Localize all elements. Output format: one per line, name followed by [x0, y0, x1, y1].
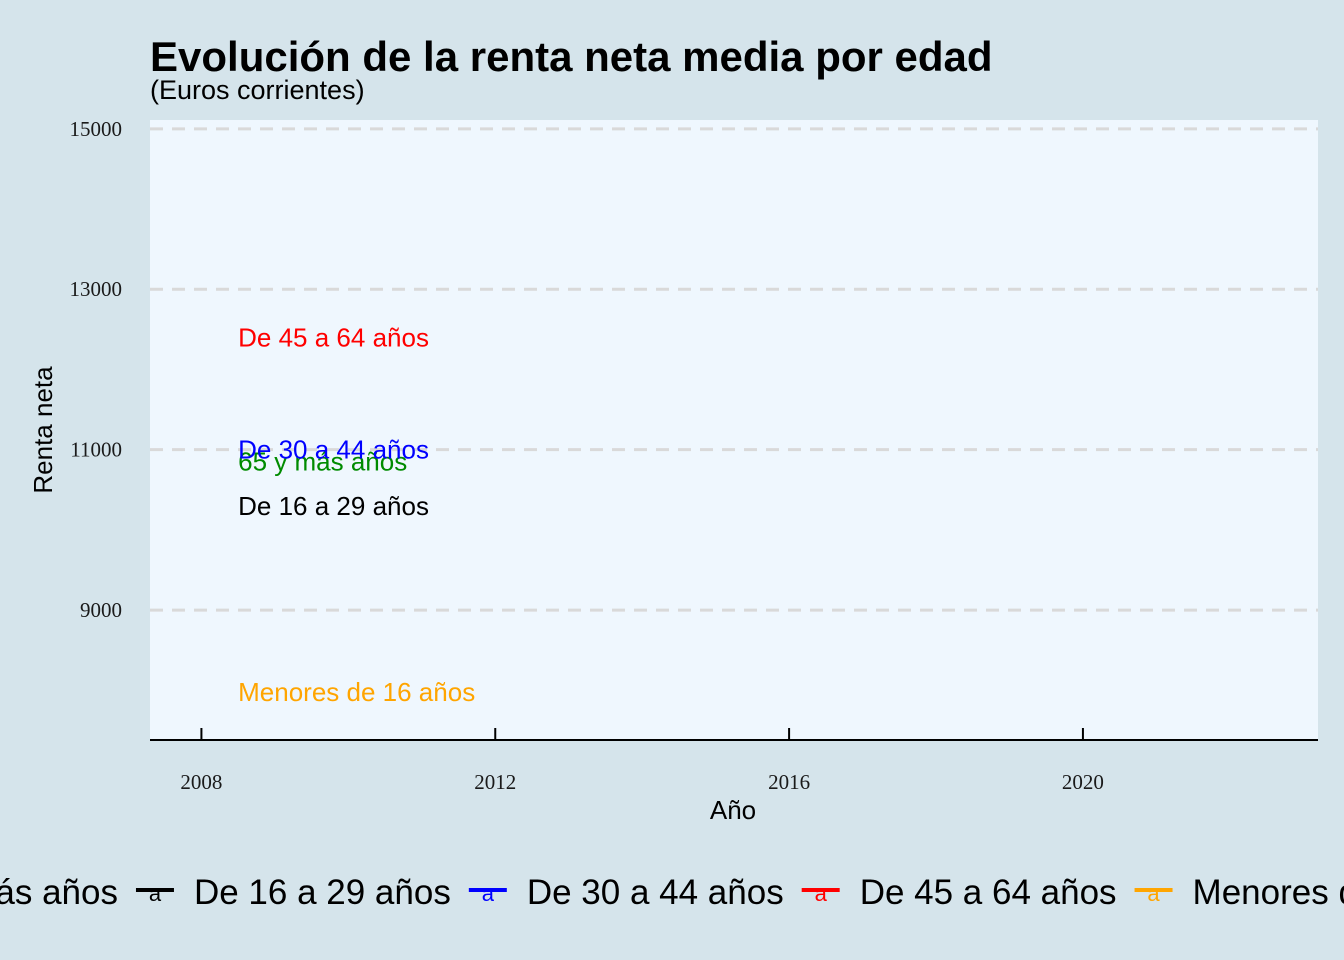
- legend-item: a65 y más años: [0, 873, 118, 912]
- series-labels: 65 y más años De 16 a 29 años De 30 a 44 a…: [238, 322, 475, 707]
- legend-label: De 16 a 29 años: [194, 873, 451, 912]
- legend-key-glyph: a: [482, 881, 495, 906]
- legend-item: a De 30 a 44 años: [468, 873, 784, 912]
- legend-item: a De 45 a 64 años: [801, 873, 1117, 912]
- x-tick-label: 2012: [474, 770, 516, 794]
- series-label: 65 y más años: [238, 447, 407, 477]
- series-label: De 30 a 44 años: [238, 435, 429, 465]
- chart-title: Evolución de la renta neta media por eda…: [150, 33, 993, 80]
- legend-label: De 30 a 44 años: [527, 873, 784, 912]
- series-label: Menores de 16 años: [238, 677, 475, 707]
- legend-key-glyph: a: [815, 881, 828, 906]
- y-tick-label: 15000: [70, 117, 123, 141]
- series-label: De 45 a 64 años: [238, 322, 429, 352]
- x-tick-label: 2020: [1062, 770, 1104, 794]
- y-tick-label: 11000: [70, 438, 122, 462]
- legend-item: a Menores de 16 años: [1134, 873, 1344, 912]
- legend-item: a De 16 a 29 años: [135, 873, 451, 912]
- legend-label: 65 y más años: [0, 873, 118, 912]
- legend-label: Menores de 16 años: [1193, 873, 1344, 912]
- chart-subtitle: (Euros corrientes): [150, 75, 365, 105]
- y-axis-title: Renta neta: [28, 366, 58, 494]
- x-axis-title: Año: [710, 795, 756, 825]
- x-tick-label: 2008: [180, 770, 222, 794]
- legend-key-glyph: a: [1147, 881, 1160, 906]
- legend-label: De 45 a 64 años: [860, 873, 1117, 912]
- y-tick-label: 9000: [80, 598, 122, 622]
- grid-lines: [150, 127, 1318, 612]
- legend-key-glyph: a: [149, 881, 162, 906]
- series-label: De 16 a 29 años: [238, 491, 429, 521]
- x-axis-ticks: 2008 2012 2016 2020: [180, 728, 1104, 794]
- y-axis-ticks: 9000 11000 13000 15000: [70, 117, 123, 622]
- x-tick-label: 2016: [768, 770, 810, 794]
- plot-panel: [150, 120, 1318, 740]
- y-tick-label: 13000: [70, 277, 123, 301]
